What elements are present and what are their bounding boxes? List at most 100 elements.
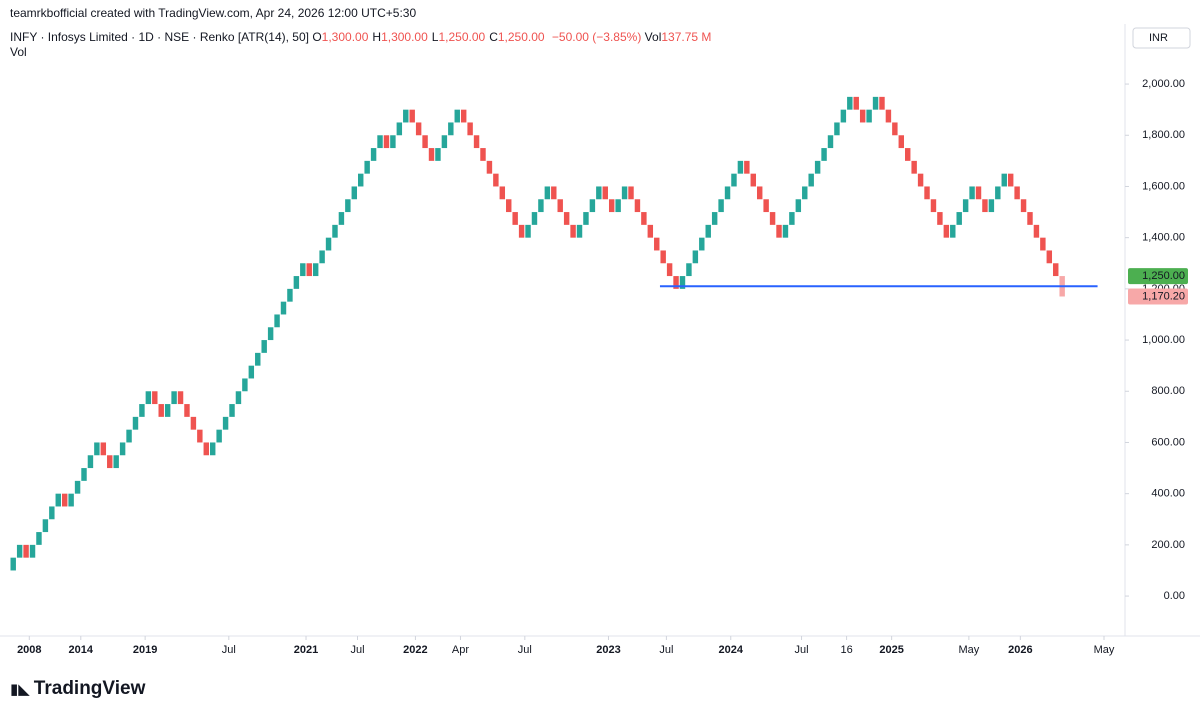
brick: [42, 519, 49, 533]
brick: [100, 442, 107, 456]
y-tick-label: 1,800.00: [1142, 129, 1185, 141]
brick: [332, 224, 338, 238]
brick: [975, 186, 982, 200]
brick: [164, 404, 171, 417]
brick: [756, 186, 763, 200]
y-tick-label: 0.00: [1164, 590, 1185, 602]
brick: [351, 186, 358, 200]
brick: [460, 109, 467, 123]
brick: [821, 148, 827, 161]
brick: [235, 391, 242, 405]
logo: ▮◣ TradingView: [10, 678, 145, 700]
brick: [274, 314, 280, 328]
brick: [177, 391, 184, 405]
price-tag-label: 1,250.00: [1142, 270, 1185, 282]
brick: [16, 544, 23, 558]
brick: [744, 160, 750, 174]
y-tick-label: 1,600.00: [1142, 180, 1185, 192]
brick: [94, 442, 100, 456]
symbol: INFY · Infosys Limited · 1D · NSE · Renk…: [10, 30, 309, 44]
volume-value: 137.75 M: [661, 30, 712, 44]
brick: [377, 135, 383, 149]
brick: [61, 493, 68, 507]
brick: [859, 109, 866, 123]
x-tick-label: May: [1094, 644, 1115, 656]
x-tick-label: Jul: [659, 644, 673, 656]
brick: [853, 96, 859, 110]
brick: [898, 135, 905, 149]
brick: [924, 186, 930, 200]
brick: [23, 544, 29, 558]
brick: [1001, 173, 1007, 187]
y-tick-label: 200.00: [1151, 539, 1185, 551]
brick: [473, 135, 480, 149]
logo-text: TradingView: [33, 678, 146, 699]
brick: [197, 429, 203, 443]
brick: [686, 263, 692, 277]
brick: [731, 173, 737, 187]
brick: [49, 506, 55, 520]
brick: [769, 212, 776, 225]
brick: [866, 109, 872, 123]
brick: [325, 237, 332, 251]
brick: [203, 442, 209, 456]
x-tick-label: 2024: [719, 644, 744, 656]
brick: [699, 237, 705, 251]
brick: [152, 391, 158, 405]
brick: [1027, 212, 1033, 225]
brick: [29, 544, 36, 558]
brick: [525, 224, 531, 238]
brick: [171, 391, 177, 405]
legend: INFY · Infosys Limited · 1D · NSE · Renk…: [10, 30, 711, 44]
ohlc-label: L: [431, 30, 439, 44]
brick: [74, 480, 81, 494]
x-tick-label: May: [958, 644, 979, 656]
brick: [602, 186, 608, 200]
brick: [506, 199, 512, 213]
brick: [454, 109, 460, 123]
brick: [158, 404, 164, 417]
brick: [551, 186, 557, 200]
brick: [679, 276, 686, 289]
brick: [647, 224, 654, 238]
brick: [145, 391, 152, 405]
volume-label: Vol: [644, 30, 662, 44]
brick: [139, 404, 145, 417]
x-tick-label: 2023: [596, 644, 620, 656]
brick: [255, 352, 261, 366]
brick: [608, 199, 615, 213]
brick: [724, 186, 731, 200]
brick: [911, 160, 917, 174]
brick: [711, 212, 718, 225]
brick: [892, 122, 898, 136]
brick: [557, 199, 563, 213]
indicator: Vol: [10, 45, 27, 59]
brick: [589, 199, 596, 213]
brick: [493, 173, 499, 187]
brick: [222, 416, 229, 430]
brick: [422, 135, 428, 149]
brick: [370, 148, 377, 161]
brick: [969, 186, 975, 200]
brick: [789, 212, 795, 225]
brick: [300, 263, 306, 277]
credit: teamrkbofficial created with TradingView…: [10, 6, 417, 20]
brick: [229, 404, 235, 417]
brick: [345, 199, 351, 213]
brick: [917, 173, 924, 187]
x-tick-label: Jul: [222, 644, 236, 656]
brick: [692, 250, 699, 264]
y-tick-label: 800.00: [1151, 385, 1185, 397]
y-tick-label: 600.00: [1151, 436, 1185, 448]
brick: [885, 109, 892, 123]
brick: [930, 199, 937, 213]
brick: [107, 455, 113, 469]
brick: [905, 148, 911, 161]
brick: [872, 96, 879, 110]
brick: [132, 416, 139, 430]
brick: [634, 199, 641, 213]
brick: [119, 442, 126, 456]
x-tick-label: 2019: [133, 644, 157, 656]
